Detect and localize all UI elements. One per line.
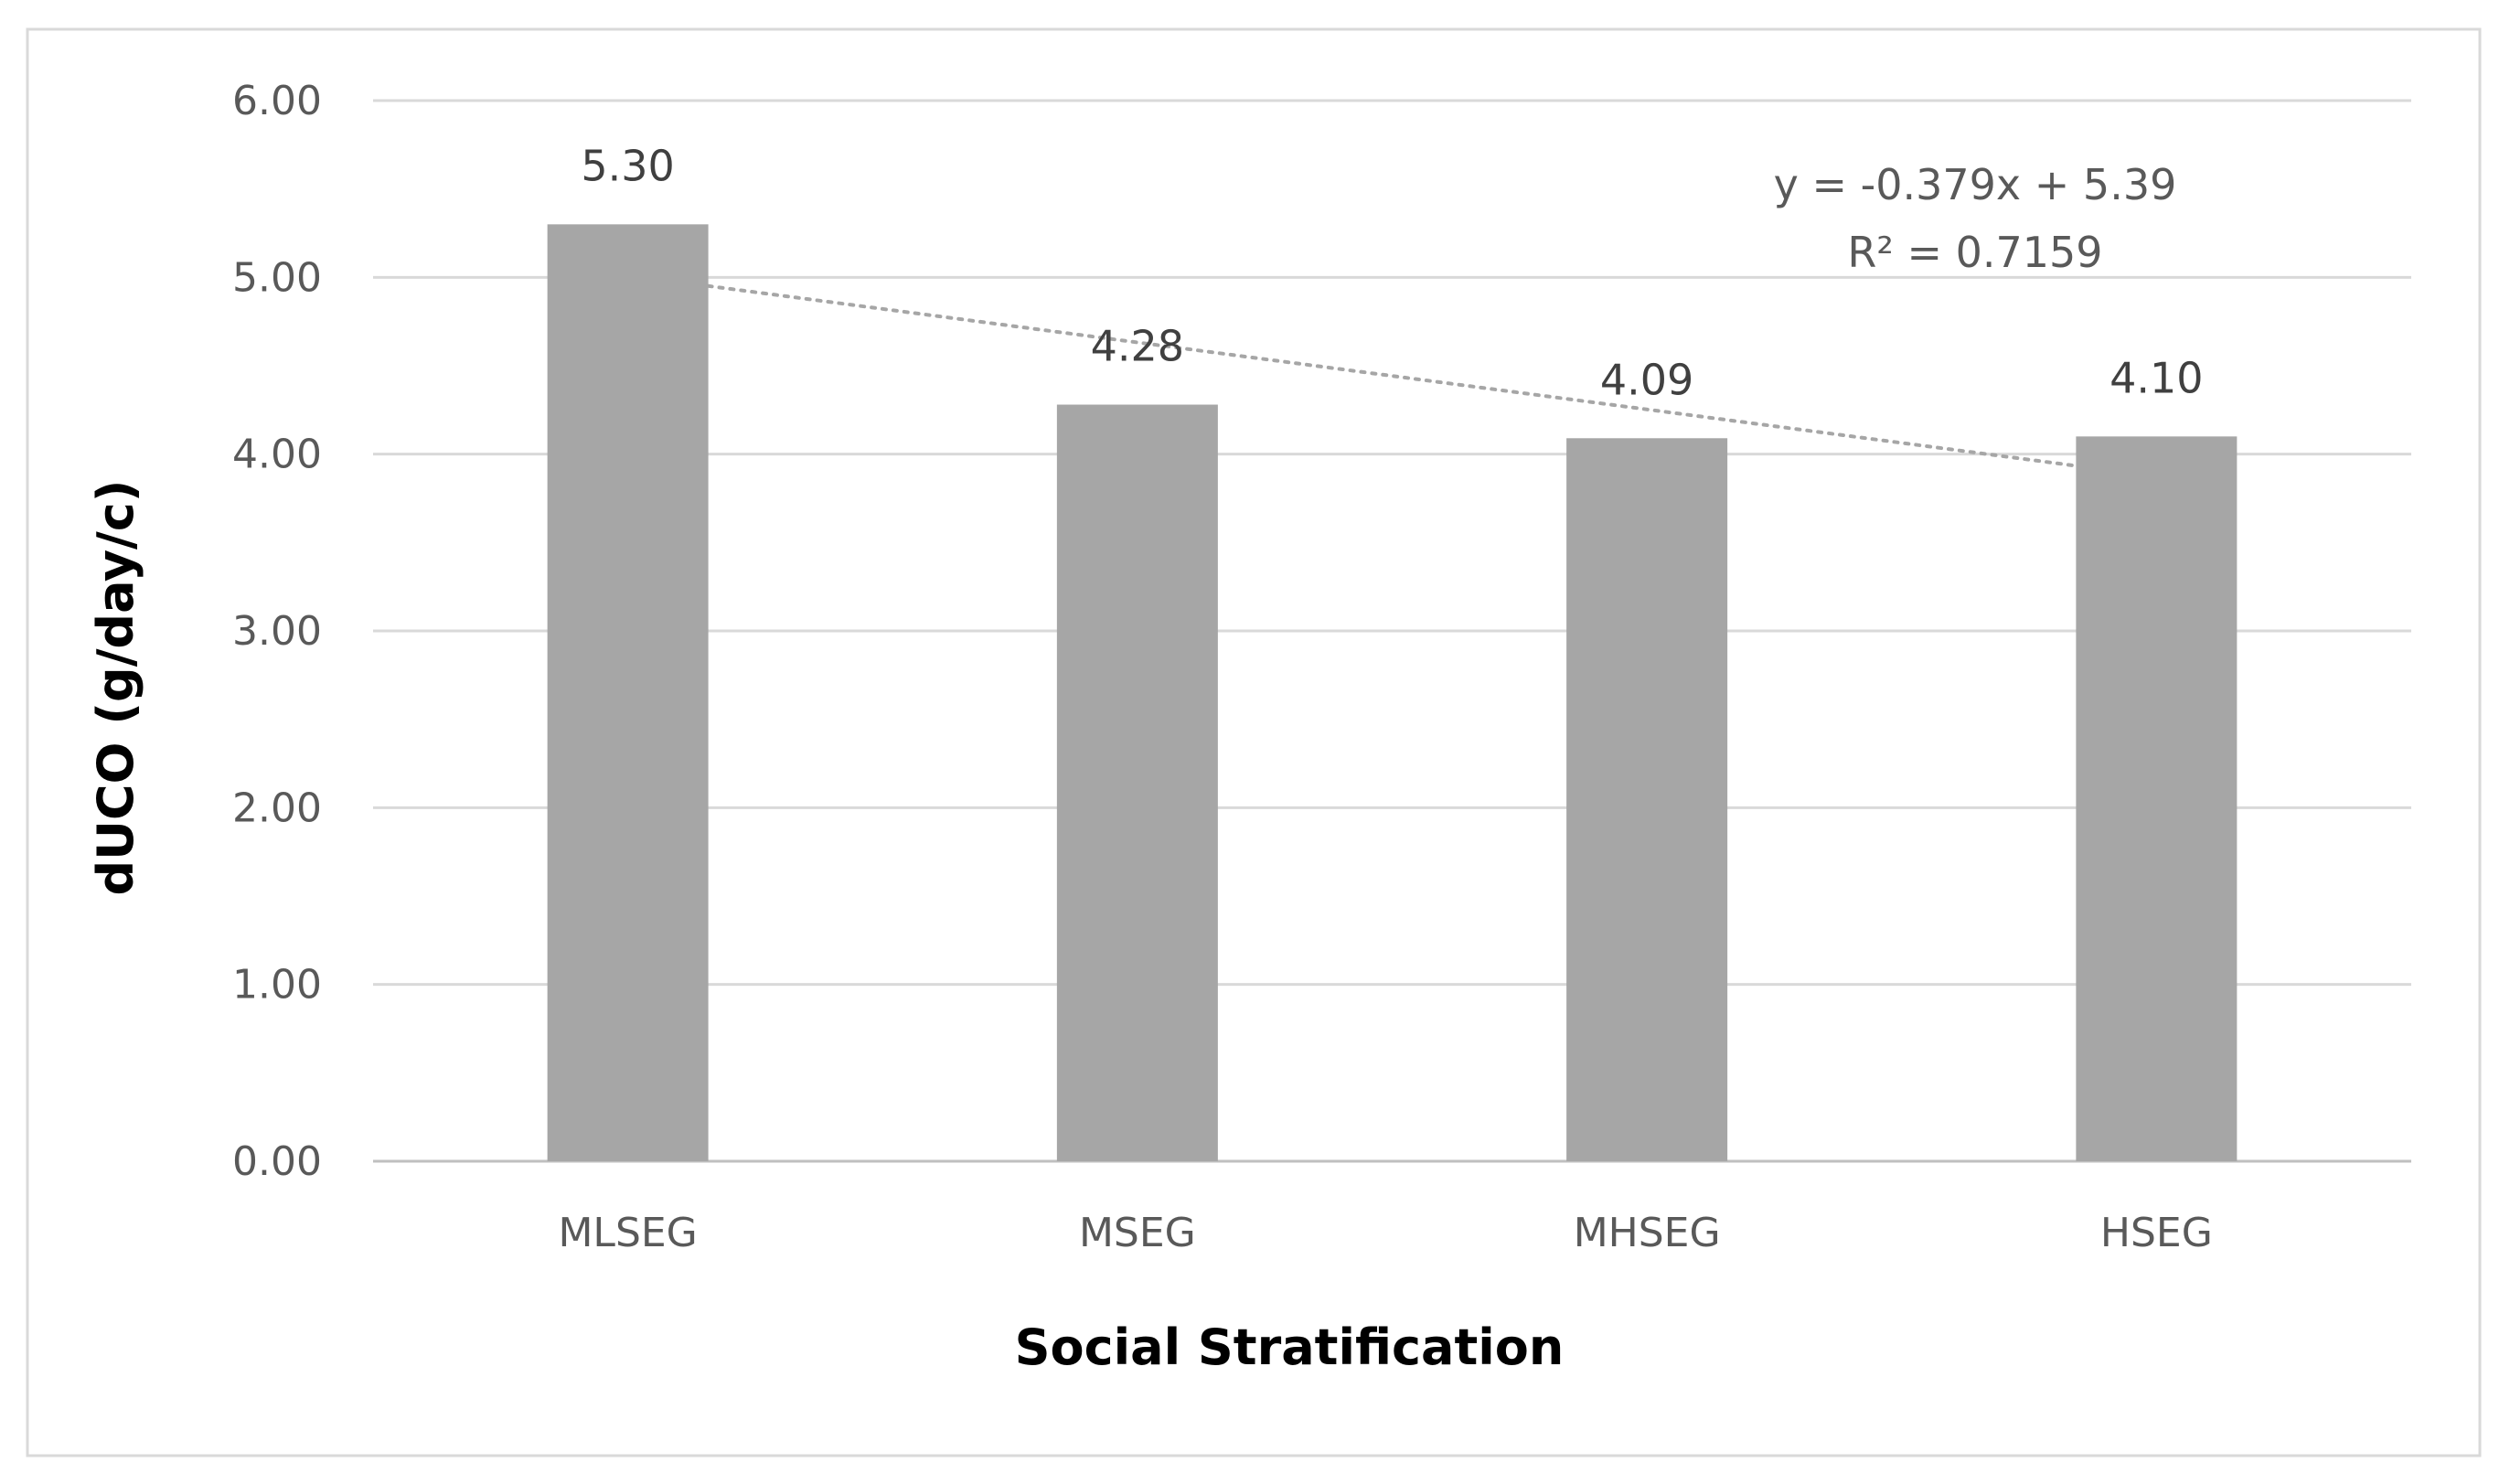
x-axis-ticks: MLSEG MSEG MHSEG HSEG <box>558 1210 2212 1256</box>
y-tick-label: 1.00 <box>232 962 322 1009</box>
y-tick-label: 3.00 <box>232 608 322 655</box>
bar-hseg <box>2076 436 2238 1161</box>
bar-mhseg <box>1566 438 1728 1161</box>
gridlines <box>373 99 2411 1163</box>
bars <box>547 224 2238 1161</box>
chart-frame <box>26 27 2482 1457</box>
x-axis-title: Social Stratification <box>1015 1319 1565 1376</box>
x-tick-label: HSEG <box>2100 1210 2213 1256</box>
y-tick-label: 0.00 <box>232 1138 322 1185</box>
data-label: 4.28 <box>1091 322 1184 371</box>
y-tick-label: 2.00 <box>232 785 322 831</box>
x-tick-label: MLSEG <box>558 1210 697 1256</box>
data-label: 4.09 <box>1600 355 1693 404</box>
trendline <box>706 283 2097 471</box>
data-label: 4.10 <box>2109 353 2203 402</box>
y-axis-title: dUCO (g/day/c) <box>87 480 144 896</box>
trendline-equation: y = -0.379x + 5.39 <box>1774 160 2177 209</box>
y-axis-ticks: 0.00 1.00 2.00 3.00 4.00 5.00 6.00 <box>232 78 322 1185</box>
y-tick-label: 4.00 <box>232 432 322 478</box>
data-label: 5.30 <box>581 141 674 190</box>
trendline-r-squared: R² = 0.7159 <box>1847 228 2102 277</box>
x-tick-label: MSEG <box>1079 1210 1196 1256</box>
bar-mseg <box>1056 404 1218 1161</box>
y-tick-label: 6.00 <box>232 78 322 124</box>
y-tick-label: 5.00 <box>232 254 322 301</box>
bar-mlseg <box>547 224 709 1161</box>
x-tick-label: MHSEG <box>1574 1210 1721 1256</box>
data-labels: 5.30 4.28 4.09 4.10 <box>581 141 2203 404</box>
